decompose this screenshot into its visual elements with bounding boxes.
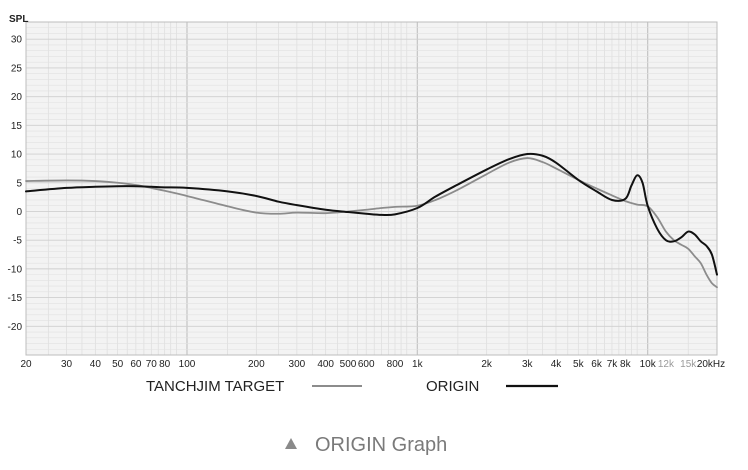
x-tick-label: 10k bbox=[640, 359, 657, 370]
x-tick-label: 1k bbox=[412, 359, 424, 370]
triangle-icon bbox=[285, 438, 297, 449]
y-tick-label: -5 bbox=[13, 236, 22, 247]
x-tick-label: 300 bbox=[289, 359, 306, 370]
x-tick-label: 15k bbox=[680, 359, 697, 370]
caption: ORIGIN Graph bbox=[285, 434, 447, 456]
y-axis-label: SPL bbox=[9, 14, 28, 25]
legend-label-origin: ORIGIN bbox=[426, 378, 479, 395]
x-tick-label: 2k bbox=[481, 359, 493, 370]
legend-label-target: TANCHJIM TARGET bbox=[146, 378, 284, 395]
series-line-target bbox=[25, 157, 718, 289]
series-line-origin bbox=[25, 152, 718, 276]
y-axis-ticks: 30 25 20 15 10 5 0 -5 -10 -15 -20 bbox=[8, 35, 23, 333]
x-tick-label: 5k bbox=[573, 359, 585, 370]
y-tick-label: 10 bbox=[11, 150, 23, 161]
y-tick-label: 5 bbox=[16, 178, 22, 189]
x-tick-label: 50 bbox=[112, 359, 124, 370]
y-tick-label: -15 bbox=[8, 293, 23, 304]
y-tick-label: -20 bbox=[8, 322, 23, 333]
x-tick-label: 4k bbox=[551, 359, 563, 370]
x-tick-label: 7k bbox=[607, 359, 619, 370]
legend: TANCHJIM TARGET ORIGIN bbox=[146, 378, 558, 395]
x-axis-ticks: 20 30 40 50 60 70 80 100 200 300 400 500 600 800 1k 2k 3… bbox=[20, 359, 725, 370]
y-tick-label: -10 bbox=[8, 264, 23, 275]
x-tick-label: 800 bbox=[387, 359, 404, 370]
y-tick-label: 0 bbox=[16, 207, 22, 218]
x-tick-label: 60 bbox=[130, 359, 142, 370]
x-tick-label: 80 bbox=[159, 359, 171, 370]
series-lines bbox=[25, 152, 718, 289]
y-tick-label: 20 bbox=[11, 92, 23, 103]
x-tick-label: 12k bbox=[658, 359, 675, 370]
x-tick-label: 20kHz bbox=[697, 359, 725, 370]
x-tick-label: 3k bbox=[522, 359, 534, 370]
x-tick-label: 6k bbox=[591, 359, 603, 370]
y-tick-label: 30 bbox=[11, 35, 23, 46]
x-tick-label: 20 bbox=[20, 359, 32, 370]
grid-lines bbox=[25, 21, 718, 356]
x-tick-label: 40 bbox=[90, 359, 102, 370]
x-tick-label: 8k bbox=[620, 359, 632, 370]
x-tick-label: 100 bbox=[179, 359, 196, 370]
x-tick-label: 600 bbox=[358, 359, 375, 370]
x-tick-label: 200 bbox=[248, 359, 265, 370]
y-tick-label: 15 bbox=[11, 121, 23, 132]
x-tick-label: 500 bbox=[340, 359, 357, 370]
x-tick-label: 70 bbox=[146, 359, 158, 370]
plot-border bbox=[25, 21, 718, 356]
x-tick-label: 30 bbox=[61, 359, 73, 370]
y-tick-label: 25 bbox=[11, 63, 23, 74]
x-tick-label: 400 bbox=[317, 359, 334, 370]
caption-text: ORIGIN Graph bbox=[315, 434, 447, 456]
